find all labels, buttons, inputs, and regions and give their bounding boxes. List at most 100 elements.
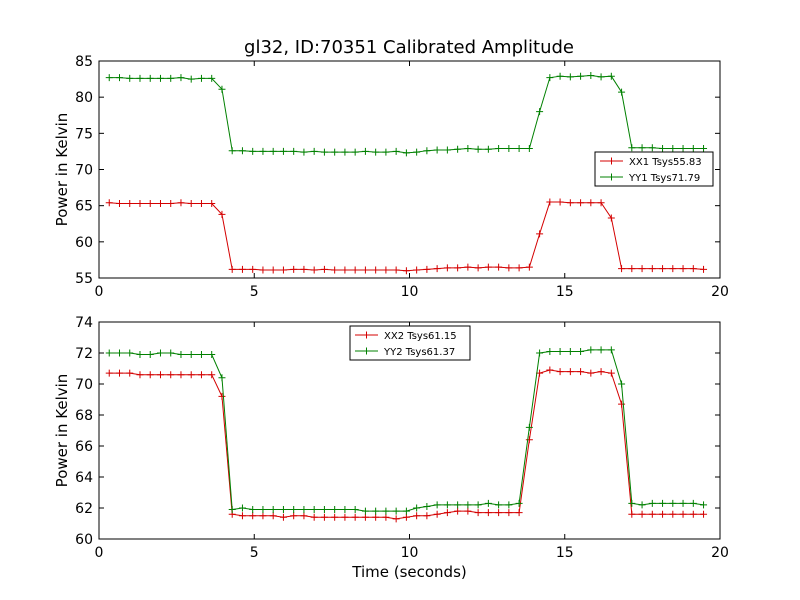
data-point <box>669 145 677 153</box>
y-tick-label: 68 <box>75 408 93 424</box>
data-point <box>105 199 113 207</box>
data-point <box>495 501 503 509</box>
data-point <box>597 368 605 376</box>
data-point <box>218 210 226 218</box>
data-point <box>146 199 154 207</box>
data-point <box>300 512 308 520</box>
data-point <box>372 507 380 515</box>
data-point <box>238 504 246 512</box>
data-point <box>566 347 574 355</box>
series-1-line <box>105 198 708 275</box>
data-point <box>587 369 595 377</box>
data-point <box>187 199 195 207</box>
data-point <box>638 501 646 509</box>
x-tick-label: 20 <box>711 284 729 300</box>
data-point <box>443 146 451 154</box>
data-point <box>607 346 615 354</box>
y-tick-label: 60 <box>75 235 93 251</box>
data-point <box>197 74 205 82</box>
data-point <box>402 513 410 521</box>
data-point <box>525 423 533 431</box>
legend-box <box>594 151 714 187</box>
legend-marker <box>363 331 370 339</box>
data-point <box>454 264 462 272</box>
data-point <box>300 265 308 273</box>
data-point <box>597 73 605 81</box>
data-point <box>464 145 472 153</box>
data-point <box>382 266 390 274</box>
data-point <box>228 506 236 514</box>
data-point <box>136 74 144 82</box>
data-point <box>618 380 626 388</box>
data-point <box>167 371 175 379</box>
data-point <box>505 509 513 517</box>
data-point <box>700 145 708 153</box>
data-point <box>648 510 656 518</box>
series-1-line <box>105 366 708 523</box>
legend-marker <box>363 347 370 355</box>
data-point <box>495 145 503 153</box>
x-tick-label: 15 <box>556 284 574 300</box>
data-point <box>269 506 277 514</box>
data-point <box>577 347 585 355</box>
data-point <box>587 199 595 207</box>
data-point <box>628 510 636 518</box>
data-point <box>382 513 390 521</box>
data-point <box>177 199 185 207</box>
data-point <box>413 148 421 156</box>
legend-marker <box>608 173 615 181</box>
legend-marker <box>608 157 615 165</box>
data-point <box>556 347 564 355</box>
data-point <box>443 509 451 517</box>
data-point <box>269 512 277 520</box>
data-point <box>146 351 154 359</box>
y-tick-label: 64 <box>75 470 93 486</box>
data-point <box>700 501 708 509</box>
data-point <box>638 144 646 152</box>
legend-entry: XX2 Tsys61.15 <box>384 331 457 342</box>
data-point <box>474 501 482 509</box>
data-point <box>279 266 287 274</box>
data-point <box>290 147 298 155</box>
y-tick-label: 65 <box>75 199 93 215</box>
data-point <box>607 369 615 377</box>
data-point <box>126 74 134 82</box>
data-point <box>556 368 564 376</box>
data-point <box>218 392 226 400</box>
data-point <box>454 501 462 509</box>
data-point <box>587 346 595 354</box>
data-point <box>167 199 175 207</box>
data-point <box>433 146 441 154</box>
data-point <box>679 145 687 153</box>
data-point <box>402 507 410 515</box>
data-point <box>577 72 585 80</box>
data-point <box>269 147 277 155</box>
data-point <box>320 148 328 156</box>
data-point <box>208 74 216 82</box>
data-point <box>208 351 216 359</box>
data-point <box>300 506 308 514</box>
data-point <box>546 366 554 374</box>
data-point <box>177 351 185 359</box>
data-point <box>136 351 144 359</box>
data-point <box>351 266 359 274</box>
data-point <box>259 147 267 155</box>
data-point <box>392 147 400 155</box>
y-tick-label: 70 <box>75 377 93 393</box>
y-tick-label: 66 <box>75 439 93 455</box>
data-point <box>372 513 380 521</box>
data-point <box>402 149 410 157</box>
data-point <box>515 145 523 153</box>
data-point <box>546 74 554 82</box>
data-point <box>126 349 134 357</box>
data-point <box>136 199 144 207</box>
data-point <box>310 147 318 155</box>
y-tick-label: 60 <box>75 532 93 548</box>
data-point <box>146 74 154 82</box>
x-tick-label: 0 <box>95 545 104 561</box>
data-point <box>413 266 421 274</box>
data-point <box>105 369 113 377</box>
data-point <box>464 507 472 515</box>
data-point <box>167 349 175 357</box>
